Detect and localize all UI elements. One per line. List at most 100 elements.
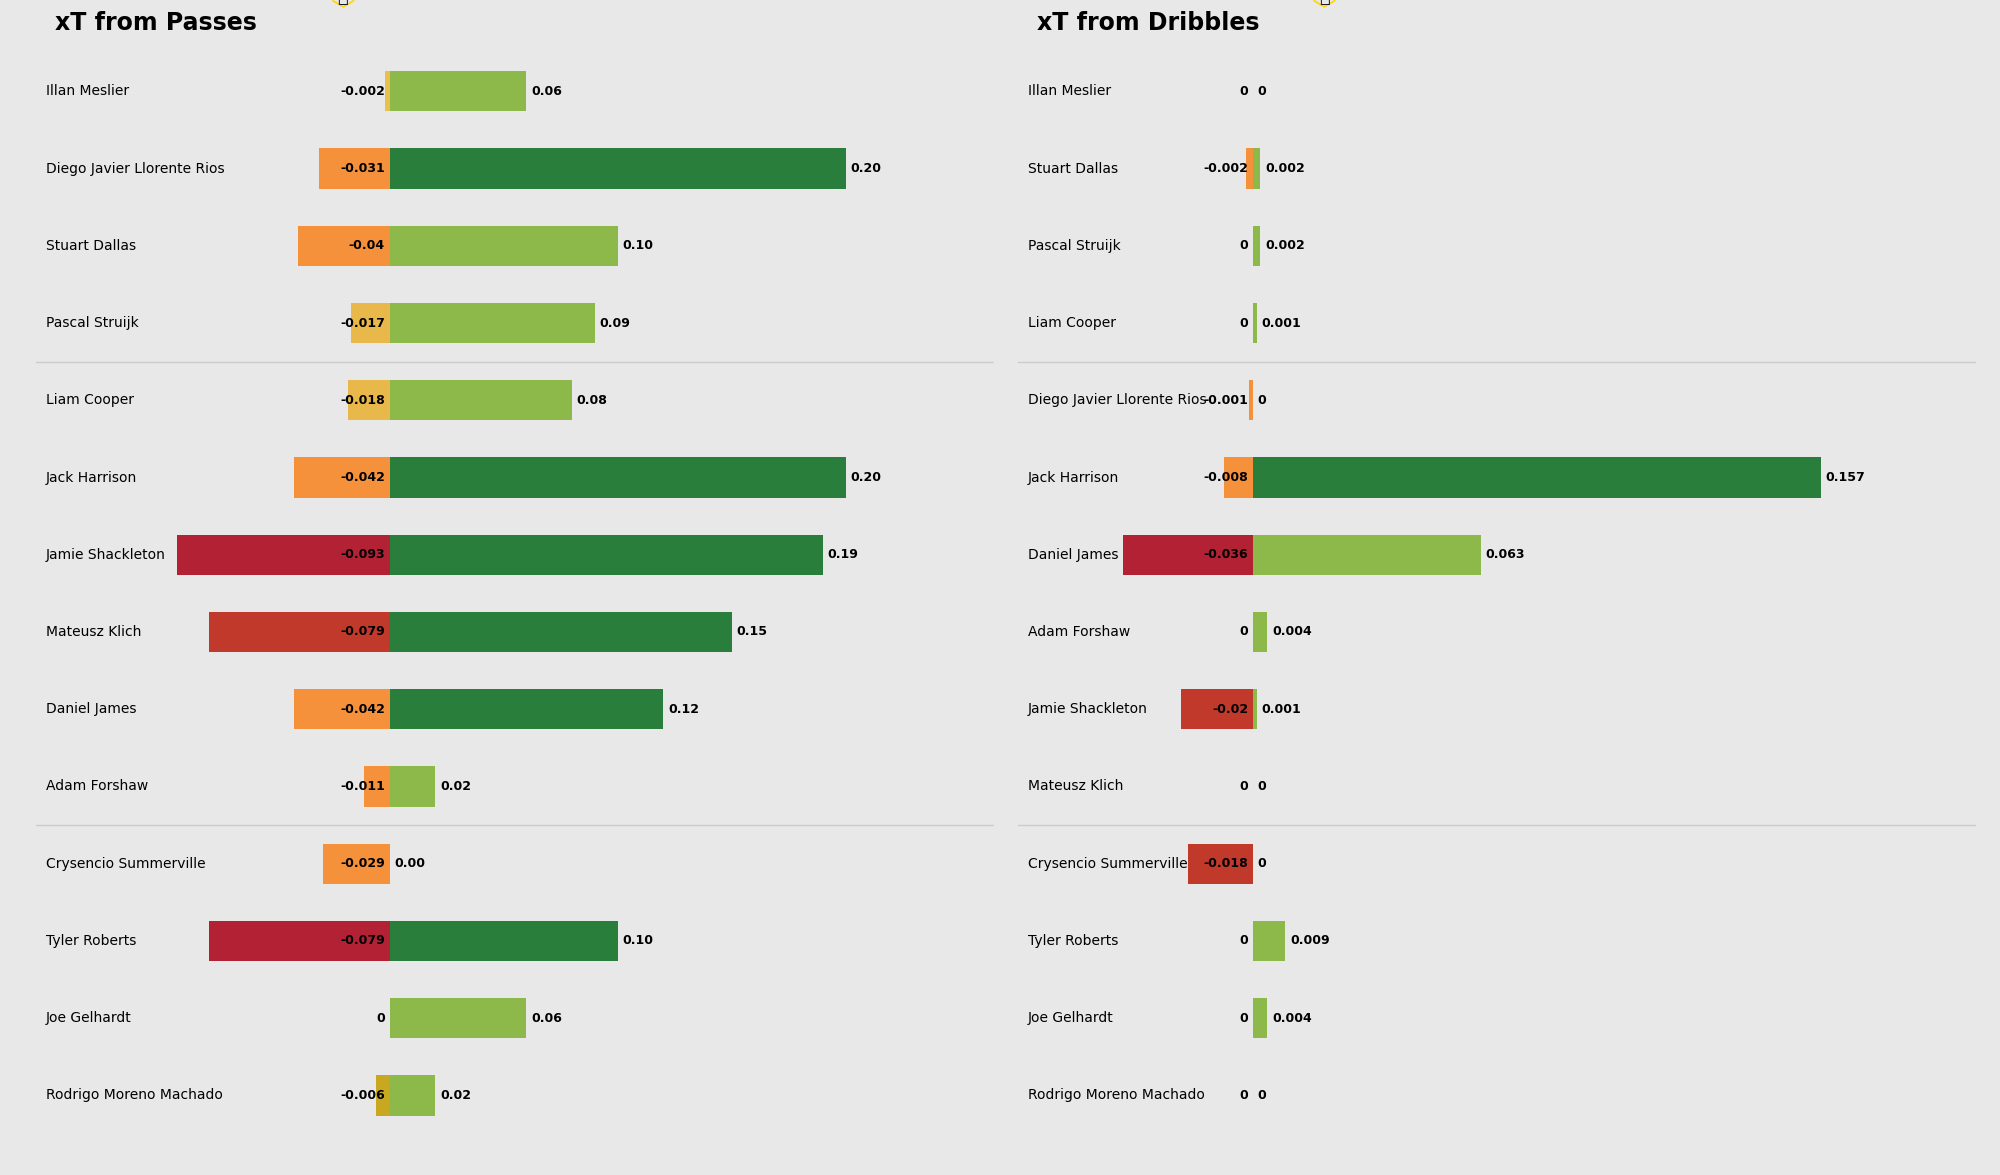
Text: xT from Dribbles: xT from Dribbles: [1038, 11, 1260, 35]
Text: 0: 0: [1240, 1089, 1248, 1102]
Text: 0.08: 0.08: [576, 394, 608, 407]
Text: Illan Meslier: Illan Meslier: [1028, 85, 1110, 99]
Bar: [318, 148, 390, 189]
Text: -0.002: -0.002: [1204, 162, 1248, 175]
Text: 0.06: 0.06: [532, 1012, 562, 1025]
Text: -0.001: -0.001: [1204, 394, 1248, 407]
Bar: [376, 1075, 390, 1115]
Text: Crysencio Summerville: Crysencio Summerville: [46, 857, 206, 871]
Text: 0.02: 0.02: [440, 780, 470, 793]
Text: 0.002: 0.002: [1264, 240, 1304, 253]
Text: 0: 0: [1258, 780, 1266, 793]
Text: 0.004: 0.004: [1272, 625, 1312, 638]
Text: -0.042: -0.042: [340, 471, 384, 484]
Text: Liam Cooper: Liam Cooper: [1028, 316, 1116, 330]
Text: -0.002: -0.002: [340, 85, 384, 98]
Text: 0: 0: [1240, 1012, 1248, 1025]
Text: -0.011: -0.011: [340, 780, 384, 793]
Text: -0.079: -0.079: [340, 625, 384, 638]
Text: Crysencio Summerville: Crysencio Summerville: [1028, 857, 1188, 871]
Text: 🦅: 🦅: [338, 0, 348, 6]
Bar: [324, 844, 390, 884]
Text: 0.12: 0.12: [668, 703, 700, 716]
Text: Rodrigo Moreno Machado: Rodrigo Moreno Machado: [46, 1088, 222, 1102]
Bar: [1250, 381, 1252, 421]
Bar: [1252, 148, 1260, 189]
Text: Daniel James: Daniel James: [46, 703, 136, 717]
Bar: [384, 72, 390, 112]
Text: Stuart Dallas: Stuart Dallas: [1028, 162, 1118, 175]
Bar: [390, 766, 436, 806]
Bar: [390, 1075, 436, 1115]
Bar: [350, 303, 390, 343]
Bar: [1188, 844, 1252, 884]
Text: -0.031: -0.031: [340, 162, 384, 175]
Bar: [1252, 457, 1820, 497]
Bar: [390, 381, 572, 421]
Text: 0.009: 0.009: [1290, 934, 1330, 947]
Bar: [294, 690, 390, 730]
Bar: [298, 226, 390, 266]
Text: 0: 0: [1240, 316, 1248, 329]
Bar: [1252, 226, 1260, 266]
Text: 0.063: 0.063: [1486, 549, 1526, 562]
Text: -0.018: -0.018: [340, 394, 384, 407]
Text: Tyler Roberts: Tyler Roberts: [46, 934, 136, 948]
Bar: [390, 612, 732, 652]
Text: -0.017: -0.017: [340, 316, 384, 329]
Text: 0: 0: [1240, 934, 1248, 947]
Bar: [210, 612, 390, 652]
Bar: [390, 226, 618, 266]
Bar: [1224, 457, 1252, 497]
Text: 0.20: 0.20: [850, 471, 882, 484]
Text: -0.006: -0.006: [340, 1089, 384, 1102]
Text: ⬡: ⬡: [1312, 0, 1338, 12]
Bar: [1252, 303, 1256, 343]
Text: 0: 0: [1240, 85, 1248, 98]
Bar: [390, 998, 526, 1039]
Text: Jamie Shackleton: Jamie Shackleton: [46, 548, 166, 562]
Text: Pascal Struijk: Pascal Struijk: [1028, 239, 1120, 253]
Bar: [390, 690, 664, 730]
Text: 0: 0: [376, 1012, 384, 1025]
Text: Rodrigo Moreno Machado: Rodrigo Moreno Machado: [1028, 1088, 1204, 1102]
Text: -0.008: -0.008: [1204, 471, 1248, 484]
Text: 0: 0: [1240, 625, 1248, 638]
Text: Jamie Shackleton: Jamie Shackleton: [1028, 703, 1148, 717]
Text: 0.09: 0.09: [600, 316, 630, 329]
Text: 0.15: 0.15: [736, 625, 768, 638]
Bar: [390, 303, 594, 343]
Text: 0.20: 0.20: [850, 162, 882, 175]
Text: xT from Passes: xT from Passes: [56, 11, 258, 35]
Text: 0: 0: [1258, 85, 1266, 98]
Bar: [294, 457, 390, 497]
Bar: [1252, 921, 1286, 961]
Text: -0.04: -0.04: [348, 240, 384, 253]
Text: Tyler Roberts: Tyler Roberts: [1028, 934, 1118, 948]
Text: Daniel James: Daniel James: [1028, 548, 1118, 562]
Text: Adam Forshaw: Adam Forshaw: [46, 779, 148, 793]
Text: 0.06: 0.06: [532, 85, 562, 98]
Bar: [390, 457, 846, 497]
Text: Diego Javier Llorente Rios: Diego Javier Llorente Rios: [46, 162, 224, 175]
Text: -0.042: -0.042: [340, 703, 384, 716]
Text: Adam Forshaw: Adam Forshaw: [1028, 625, 1130, 639]
Text: Pascal Struijk: Pascal Struijk: [46, 316, 138, 330]
Text: 0: 0: [1258, 858, 1266, 871]
Bar: [1252, 690, 1256, 730]
Text: 0.002: 0.002: [1264, 162, 1304, 175]
Text: 0.00: 0.00: [394, 858, 426, 871]
Bar: [390, 921, 618, 961]
Bar: [1252, 535, 1480, 575]
Text: Stuart Dallas: Stuart Dallas: [46, 239, 136, 253]
Text: Joe Gelhardt: Joe Gelhardt: [46, 1012, 132, 1025]
Text: -0.036: -0.036: [1204, 549, 1248, 562]
Text: ⬡: ⬡: [330, 0, 356, 12]
Text: Jack Harrison: Jack Harrison: [1028, 470, 1118, 484]
Text: 0.157: 0.157: [1826, 471, 1866, 484]
Bar: [210, 921, 390, 961]
Bar: [348, 381, 390, 421]
Text: 0.001: 0.001: [1262, 316, 1302, 329]
Bar: [1180, 690, 1252, 730]
Text: 0.02: 0.02: [440, 1089, 470, 1102]
